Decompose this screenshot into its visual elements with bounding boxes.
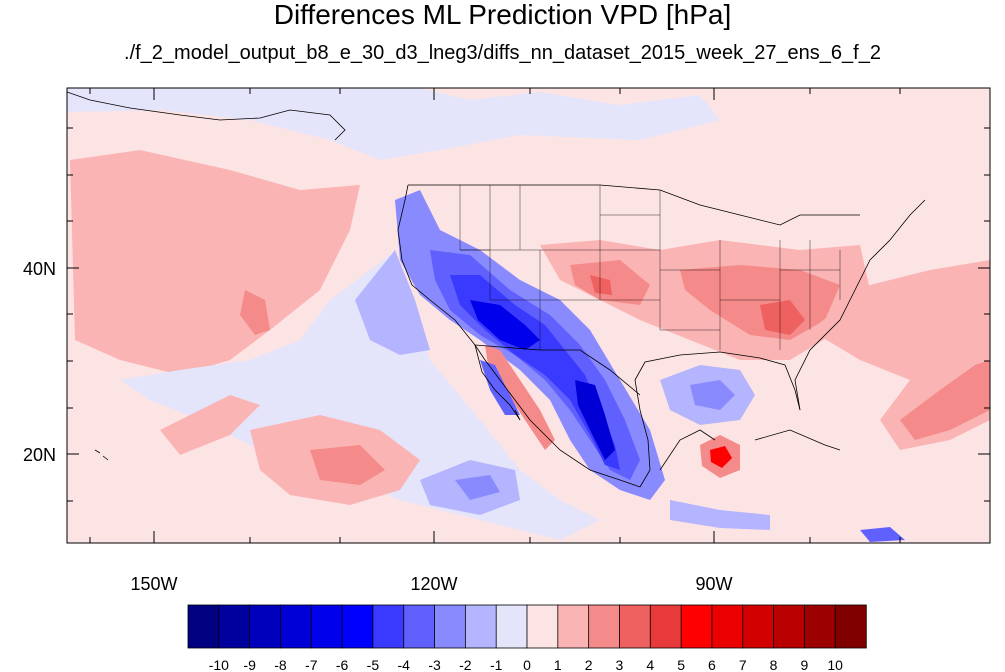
colorbar-tick-label: 5 — [677, 657, 685, 672]
colorbar-tick-label: 6 — [708, 657, 716, 672]
colorbar-tick-label: -6 — [336, 657, 349, 672]
tropical-pacific-negative-core — [455, 475, 500, 500]
colorbar-swatch — [619, 604, 651, 649]
gulf-of-mexico-negative-core — [690, 380, 735, 410]
western-atlantic-positive-core — [900, 360, 990, 440]
colorbar-swatch — [711, 604, 744, 649]
east-coast-line — [794, 199, 926, 411]
colorbar-swatch — [372, 604, 405, 649]
colorbar-tick-label: -7 — [305, 657, 318, 672]
lat-label-20n: 20N — [23, 445, 56, 465]
gulf-of-california-positive — [485, 345, 555, 450]
subtropical-positive-core — [310, 445, 385, 485]
us-mexico-border — [474, 344, 641, 396]
major-lon-ticks — [153, 88, 715, 543]
colorbar-swatch — [742, 604, 775, 649]
state-borders — [459, 185, 841, 350]
baja-negative-strip — [480, 360, 520, 415]
colorbar-tick-label: 7 — [739, 657, 747, 672]
colorbar-tick-label: -5 — [367, 657, 380, 672]
offshore-baja-negative-region — [355, 250, 430, 355]
chart-subtitle: ./f_2_model_output_b8_e_30_d3_lneg3/diff… — [124, 42, 881, 64]
colorbar-tick-label: -2 — [459, 657, 472, 672]
lat-label-40n: 40N — [23, 259, 56, 279]
colorbar-swatch — [310, 604, 343, 649]
colorbar-swatch — [588, 604, 621, 649]
colorbar-swatch — [803, 604, 836, 649]
state-border-lines — [459, 185, 841, 350]
colorbar-tick-label: 2 — [585, 657, 593, 672]
colorbar-swatch — [680, 604, 713, 649]
colorbar-swatch — [249, 604, 282, 649]
pacific-positive-spot — [240, 290, 270, 335]
vpd-difference-field — [67, 88, 990, 542]
north-pacific-negative-region — [67, 88, 720, 160]
caribbean-positive-core — [710, 446, 732, 468]
colorbar-swatch — [773, 604, 806, 649]
west-coast-line — [397, 184, 641, 488]
colorbar-swatch — [403, 604, 436, 649]
colorbar-tick-label: -3 — [428, 657, 441, 672]
colorbar-tick-label: 3 — [616, 657, 624, 672]
yucatan-coast — [659, 429, 716, 471]
colorbar-swatch — [280, 604, 312, 649]
plot-frame — [66, 87, 991, 544]
colorbar-tick-label: -10 — [209, 657, 229, 672]
colorbar-labels: -10 -9 -8 -7 -6 -5 -4 -3 -2 -1 0 1 2 3 4 5 6 7 8 9 10 — [209, 657, 843, 672]
colorbar-tick-label: 8 — [770, 657, 778, 672]
colorbar-swatch — [464, 604, 497, 649]
lon-label-90w: 90W — [695, 574, 732, 594]
colorbar-tick-label: -1 — [490, 657, 503, 672]
cuba-coast — [754, 429, 841, 451]
central-plains-positive-core — [590, 275, 612, 295]
colorbar-tick-label: 10 — [827, 657, 843, 672]
colorbar-swatch — [434, 604, 467, 649]
tropical-atlantic-negative-spot — [860, 527, 905, 542]
colorbar-tick-label: -8 — [274, 657, 287, 672]
central-pacific-positive-band — [160, 395, 260, 455]
pacific-positive-region — [70, 150, 360, 375]
colorbar-tick-label: 9 — [800, 657, 808, 672]
coastlines — [67, 91, 926, 488]
mexico-negative-core — [575, 380, 615, 460]
colorbar-swatch — [557, 604, 590, 649]
major-lat-ticks — [67, 267, 990, 455]
chart-title: Differences ML Prediction VPD [hPa] — [273, 0, 732, 30]
minor-lat-ticks — [67, 127, 990, 502]
southeast-positive-core — [760, 300, 805, 335]
gulf-coast-line — [634, 351, 801, 488]
colorbar-swatch — [834, 604, 867, 649]
colorbar-tick-label: 4 — [646, 657, 654, 672]
baja-peninsula-line — [474, 344, 521, 421]
colorbar-swatch — [495, 604, 528, 649]
colorbar-swatch — [341, 604, 374, 649]
southwest-negative-core — [470, 300, 540, 350]
alaska-coast-line — [67, 91, 346, 141]
lon-label-120w: 120W — [410, 574, 457, 594]
hawaii-islands — [94, 449, 109, 461]
lon-label-150w: 150W — [130, 574, 177, 594]
colorbar-tick-label: 1 — [554, 657, 562, 672]
colorbar-tick-label: -4 — [398, 657, 411, 672]
colorbar — [187, 604, 867, 649]
colorbar-swatch — [187, 604, 220, 649]
minor-lon-ticks — [89, 88, 901, 543]
caribbean-negative-streak — [670, 500, 770, 530]
axis-labels: 150W 120W 90W 40N 20N — [23, 259, 733, 594]
colorbar-tick-label: -9 — [243, 657, 256, 672]
canada-us-border — [408, 184, 860, 226]
colorbar-swatch — [218, 604, 251, 649]
colorbar-swatch — [649, 604, 682, 649]
colorbar-swatch — [526, 604, 559, 649]
colorbar-tick-label: 0 — [523, 657, 531, 672]
tick-marks — [67, 88, 990, 543]
